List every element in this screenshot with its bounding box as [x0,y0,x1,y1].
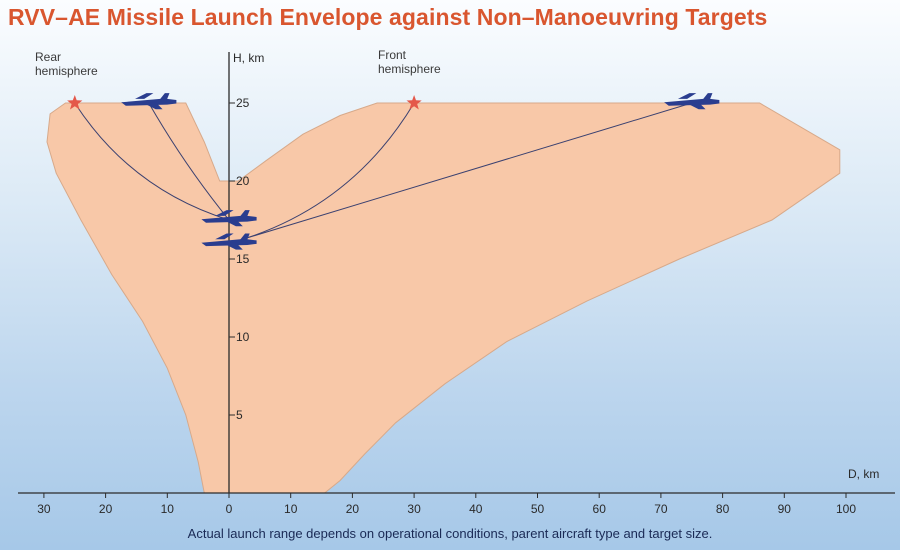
x-tick-label: 40 [469,502,483,516]
x-axis-label: D, km [848,467,879,481]
front-label-line1: Front [378,48,407,62]
x-tick-label: 30 [407,502,421,516]
x-tick-label: 80 [716,502,730,516]
y-tick-label: 5 [236,408,243,422]
x-tick-label: 20 [346,502,360,516]
x-tick-label: 30 [37,502,51,516]
y-tick-label: 20 [236,174,250,188]
trajectory-group [74,102,692,244]
y-tick-group: 5 10 15 20 25 [229,96,250,422]
launch-envelope-area [46,102,841,494]
rear-label-line2: hemisphere [35,64,98,78]
x-tick-label: 100 [836,502,856,516]
y-tick-label: 15 [236,252,250,266]
x-tick-label: 10 [161,502,175,516]
y-axis-label: H, km [233,51,264,65]
missile-trajectory [228,102,692,244]
intercept-star-icon [67,95,83,110]
intercept-star-icon [406,95,422,110]
x-tick-label: 50 [531,502,545,516]
missile-trajectory [74,102,230,221]
x-tick-label: 60 [593,502,607,516]
rear-hemisphere-label: Rear hemisphere [35,50,98,78]
x-tick-label: 70 [654,502,668,516]
diagram-title: RVV–AE Missile Launch Envelope against N… [8,4,768,30]
rear-label-line1: Rear [35,50,62,64]
y-tick-label: 25 [236,96,250,110]
x-tick-label: 10 [284,502,298,516]
marker-group [67,93,720,250]
x-tick-group: 30 20 10 0 10 20 30 40 50 60 70 80 90 100 [37,493,856,516]
x-tick-label: 90 [778,502,792,516]
missile-trajectory [148,102,230,221]
y-tick-label: 10 [236,330,250,344]
missile-trajectory [228,102,415,244]
front-label-line2: hemisphere [378,62,441,76]
x-tick-label: 0 [226,502,233,516]
x-tick-label: 20 [99,502,113,516]
footnote-caption: Actual launch range depends on operation… [187,526,713,541]
front-hemisphere-label: Front hemisphere [378,48,441,76]
